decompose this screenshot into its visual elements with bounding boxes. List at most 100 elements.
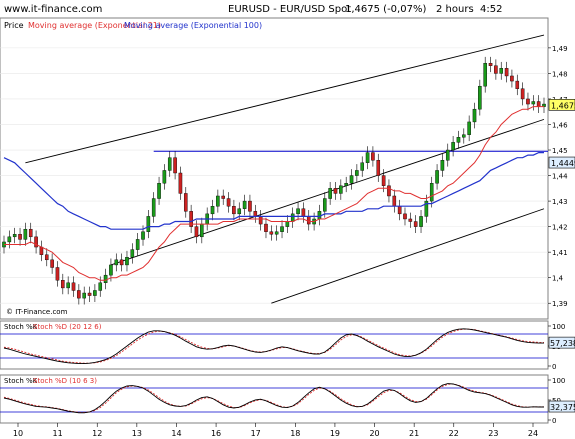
candle-body bbox=[167, 157, 172, 171]
price-tick-label: 1,41 bbox=[552, 249, 568, 257]
candle-body bbox=[173, 157, 177, 174]
candle-body bbox=[472, 108, 477, 123]
candle-body bbox=[109, 264, 113, 276]
candle-body bbox=[28, 228, 33, 238]
candle-body bbox=[151, 198, 156, 217]
candle-body bbox=[365, 152, 370, 163]
candle-body bbox=[499, 68, 504, 74]
candle-body bbox=[355, 170, 359, 176]
x-tick-label: 13 bbox=[132, 429, 142, 438]
candle-body bbox=[339, 185, 343, 194]
price-tick-label: 1,4 bbox=[552, 275, 564, 283]
price-tick-label: 1,44 bbox=[552, 173, 568, 181]
candle-body bbox=[317, 211, 322, 220]
candle-body bbox=[285, 221, 290, 227]
candle-body bbox=[510, 75, 514, 82]
x-tick-label: 10 bbox=[13, 429, 23, 438]
header-bar bbox=[0, 0, 575, 16]
candle-body bbox=[397, 205, 402, 215]
stoch2-d-line bbox=[3, 383, 544, 413]
timeframe-label: 2 hours bbox=[436, 4, 474, 15]
candle-body bbox=[34, 236, 38, 248]
candle-body bbox=[157, 183, 161, 199]
candle-body bbox=[264, 223, 268, 232]
candle-body bbox=[242, 200, 247, 209]
stoch1-tick-label: 0 bbox=[552, 363, 556, 371]
candle-body bbox=[98, 282, 103, 291]
candle-body bbox=[306, 216, 311, 225]
candle-body bbox=[424, 200, 429, 217]
price-tick-label: 1,48 bbox=[552, 70, 568, 78]
channel-lines bbox=[25, 34, 545, 304]
watermark: © IT-Finance.com bbox=[6, 308, 68, 316]
candle-body bbox=[515, 80, 520, 89]
candle-body bbox=[210, 205, 215, 215]
candle-body bbox=[371, 152, 375, 161]
candle-body bbox=[216, 195, 220, 207]
last-price-label: 1,4675 bbox=[551, 101, 575, 110]
candle-body bbox=[269, 231, 274, 235]
candle-body bbox=[125, 257, 129, 266]
candle-body bbox=[333, 188, 338, 194]
stoch1-tick-label: 100 bbox=[552, 323, 565, 331]
candle-body bbox=[526, 98, 530, 105]
candle-body bbox=[82, 292, 86, 299]
time-label: 4:52 bbox=[480, 4, 502, 15]
x-axis: 10 11 12 13 14 16 17 18 19 20 21 22 23 24 bbox=[13, 423, 538, 438]
candle-body bbox=[248, 200, 252, 212]
candle-body bbox=[504, 68, 509, 77]
candle-body bbox=[301, 208, 306, 217]
candle-body bbox=[408, 218, 413, 222]
candle-body bbox=[189, 211, 193, 227]
price-tick-label: 1,45 bbox=[552, 147, 568, 155]
candle-body bbox=[456, 137, 461, 143]
candle-body bbox=[146, 216, 151, 232]
price-y-axis: 1,491,481,471,461,451,441,431,421,411,41… bbox=[548, 45, 568, 308]
stoch2-d-label: Stoch %D (10 6 3) bbox=[33, 377, 97, 385]
candle-body bbox=[61, 280, 65, 289]
candle-body bbox=[258, 216, 263, 225]
candle-body bbox=[467, 121, 471, 135]
candle-body bbox=[71, 282, 76, 291]
candle-body bbox=[381, 175, 386, 186]
candle-body bbox=[183, 193, 188, 212]
stoch2-tick-label: 0 bbox=[552, 417, 556, 425]
stoch1-panel bbox=[0, 320, 549, 370]
candle-body bbox=[328, 188, 332, 199]
level-label: 1,4449 bbox=[551, 159, 575, 168]
x-tick-label: 24 bbox=[528, 429, 538, 438]
candle-body bbox=[77, 290, 81, 299]
stoch1-d-label: Stoch %D (20 12 6) bbox=[33, 323, 102, 331]
price-panel bbox=[0, 17, 549, 320]
x-tick-label: 19 bbox=[330, 429, 340, 438]
x-tick-label: 17 bbox=[251, 429, 261, 438]
candle-body bbox=[253, 211, 258, 217]
candle-body bbox=[290, 213, 295, 222]
website-label: www.it-finance.com bbox=[4, 4, 102, 15]
level-marker: 1,4449 bbox=[548, 156, 575, 169]
candle-body bbox=[488, 62, 493, 66]
candle-body bbox=[349, 175, 354, 184]
candle-body bbox=[66, 282, 70, 289]
candle-body bbox=[178, 172, 183, 194]
candle-body bbox=[445, 149, 450, 161]
candle-body bbox=[462, 134, 466, 138]
candle-body bbox=[520, 88, 525, 100]
candle-body bbox=[55, 267, 60, 281]
candle-body bbox=[376, 160, 381, 176]
stoch2-panel bbox=[0, 374, 549, 424]
candle-body bbox=[162, 170, 167, 184]
candle-body bbox=[494, 65, 498, 74]
stoch1-k-line bbox=[3, 328, 544, 365]
candle-body bbox=[87, 292, 92, 296]
candle-body bbox=[44, 254, 49, 261]
x-tick-label: 18 bbox=[290, 429, 300, 438]
candle-body bbox=[387, 185, 391, 197]
candle-body bbox=[536, 101, 541, 107]
candle-body bbox=[103, 274, 108, 284]
x-tick-label: 14 bbox=[171, 429, 181, 438]
candle-body bbox=[419, 216, 423, 227]
candle-body bbox=[226, 198, 231, 207]
candle-body bbox=[141, 231, 145, 240]
candle-body bbox=[413, 221, 418, 227]
